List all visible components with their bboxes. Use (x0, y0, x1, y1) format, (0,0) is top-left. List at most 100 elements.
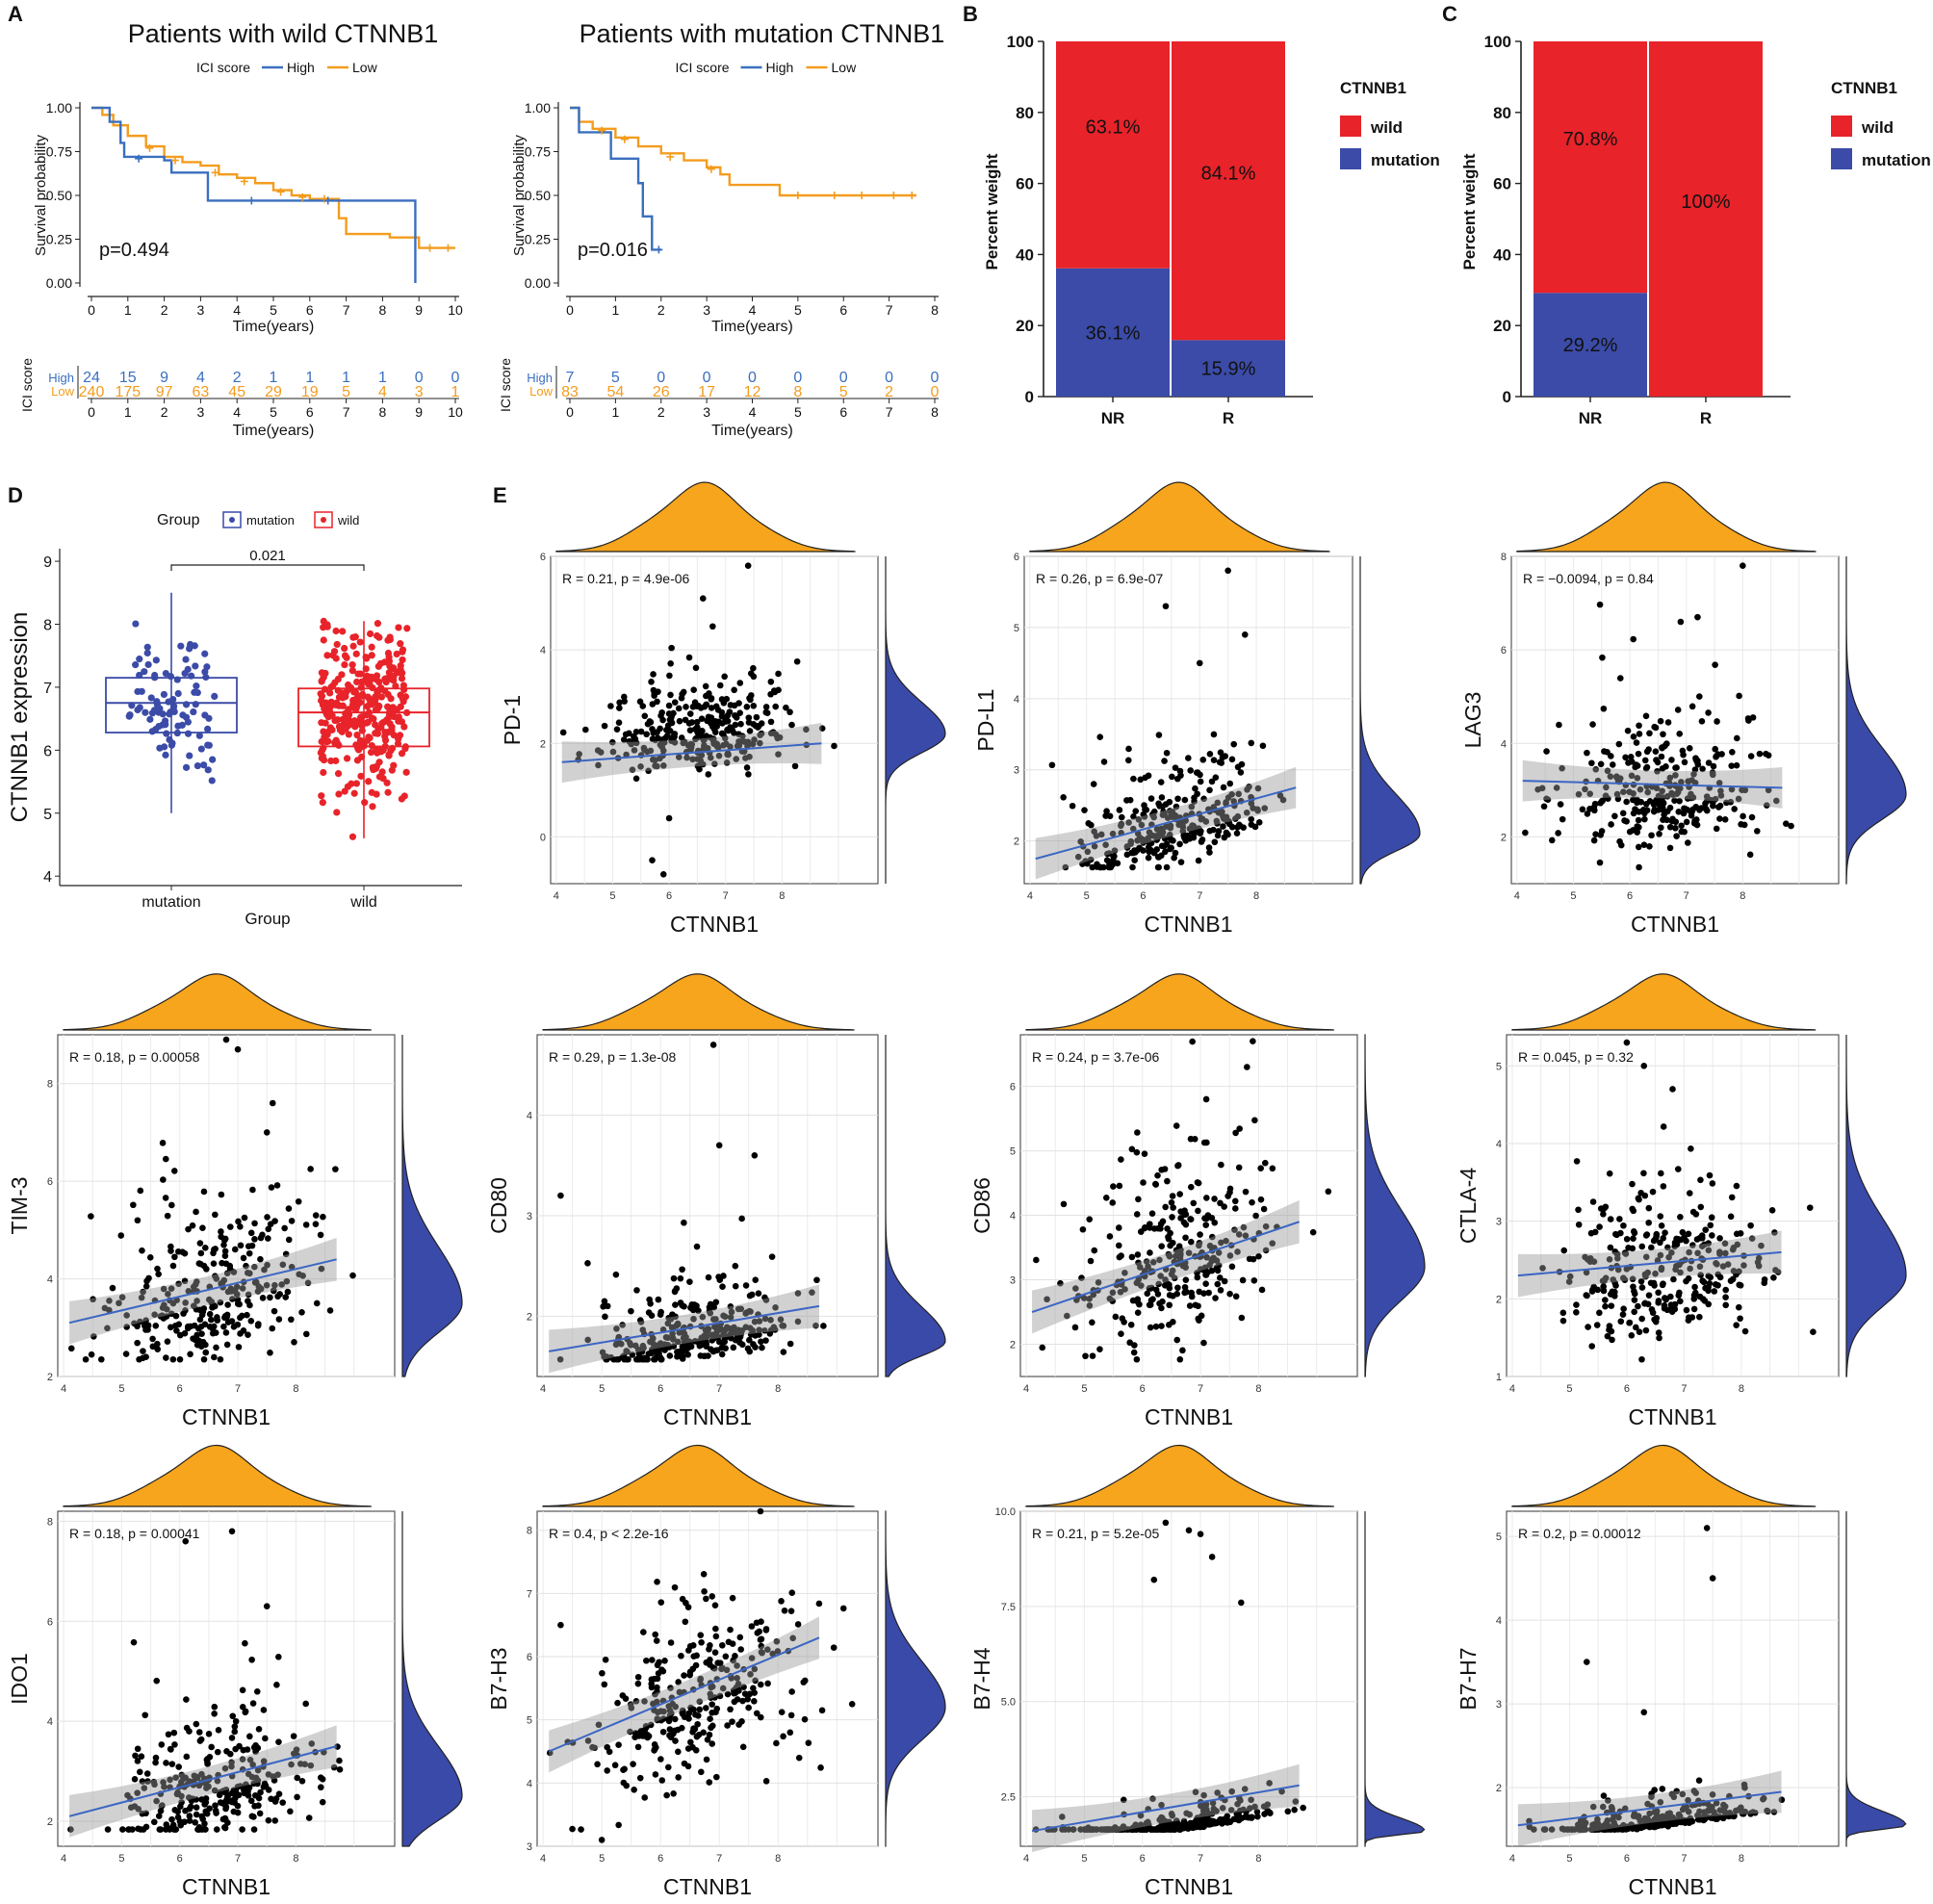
scatter-point (1170, 1204, 1176, 1211)
scatter-point (1688, 811, 1695, 819)
scatter-point (746, 1690, 754, 1698)
scatter-point (1553, 785, 1560, 791)
scatter-point (1617, 1318, 1625, 1325)
bar-b-legend-wild-label: wild (1370, 118, 1403, 137)
scatter-point (1607, 1216, 1614, 1222)
scatter-point (1630, 733, 1637, 740)
scatter-point (174, 1814, 182, 1821)
scatter-y-tick-label: 5.0 (1001, 1697, 1016, 1709)
risk-x-label: Time(years) (233, 423, 315, 439)
scatter-point (1146, 848, 1152, 856)
box-point-wild (333, 699, 341, 707)
scatter-y-tick-label: 3 (527, 1211, 532, 1222)
scatter-point (168, 1815, 175, 1823)
scatter-point (1782, 820, 1790, 827)
scatter-point (1638, 1315, 1645, 1323)
scatter-point (239, 1312, 245, 1320)
scatter-point (793, 657, 801, 665)
box-point-wild (321, 685, 329, 693)
scatter-point (1649, 1188, 1657, 1196)
scatter-point (1147, 795, 1155, 802)
scatter-point (1606, 1256, 1613, 1263)
scatter-point (1129, 863, 1136, 871)
scatter-point (703, 1595, 709, 1603)
scatter-point (1695, 1777, 1703, 1784)
scatter-point (1232, 1205, 1239, 1212)
scatter-point (1226, 1290, 1233, 1298)
scatter-point (634, 1673, 642, 1681)
scatter-point (684, 1351, 691, 1358)
scatter-point (659, 1728, 667, 1736)
scatter-point (703, 1756, 710, 1763)
scatter-point (1187, 1216, 1194, 1222)
scatter-point (1097, 831, 1105, 838)
scatter-point (1179, 823, 1187, 831)
scatter-point (1690, 1292, 1698, 1299)
scatter-point (177, 1803, 184, 1811)
box-point-wild (342, 709, 349, 717)
scatter-point (667, 659, 674, 667)
scatter-point (1678, 779, 1685, 785)
scatter-point (1203, 1253, 1210, 1261)
scatter-point (1628, 1332, 1636, 1339)
scatter-point (720, 731, 727, 738)
scatter-point (1218, 759, 1225, 766)
scatter-point (1261, 805, 1269, 811)
scatter-point (645, 1309, 653, 1316)
risk-x-tick-label: 8 (379, 404, 387, 420)
scatter-point (168, 1243, 174, 1250)
scatter-point (1588, 759, 1595, 767)
scatter-point (1197, 1531, 1204, 1538)
scatter-point (598, 1837, 606, 1843)
scatter-point (140, 1354, 146, 1362)
risk-count-high: 0 (793, 370, 802, 386)
box-point-wild (399, 656, 406, 664)
scatter-right-density (1845, 1034, 1907, 1377)
scatter-point (1169, 1214, 1175, 1221)
km-legend-high-label: High (287, 60, 315, 75)
scatter-point (1147, 1249, 1153, 1256)
scatter-point (291, 1750, 297, 1758)
scatter-x-tick-label: 8 (293, 1383, 298, 1395)
km-x-tick-label: 6 (839, 302, 847, 318)
scatter-point (1081, 807, 1088, 813)
box-point-mutation (181, 669, 189, 678)
scatter-point (1087, 856, 1095, 863)
scatter-point (155, 1813, 163, 1819)
scatter-point (1625, 1244, 1632, 1251)
box-point-mutation (211, 692, 219, 701)
scatter-point (783, 704, 789, 711)
risk-x-tick-label: 1 (611, 404, 619, 420)
scatter-point (681, 1219, 687, 1226)
scatter-x-tick-label: 5 (599, 1383, 605, 1395)
scatter-point (239, 1826, 245, 1833)
scatter-point (109, 1284, 116, 1292)
scatter-point (1656, 1334, 1662, 1342)
scatter-point (632, 729, 640, 735)
panel-letter-b: B (963, 2, 978, 26)
scatter-point (1640, 1170, 1647, 1177)
scatter-point (1713, 825, 1720, 833)
box-point-wild (374, 620, 382, 628)
box-point-wild (399, 682, 407, 689)
scatter-point (1703, 793, 1711, 800)
scatter-point (269, 1099, 276, 1107)
box-point-mutation (141, 668, 148, 676)
scatter-point (1131, 857, 1138, 864)
scatter-point (709, 623, 716, 630)
scatter-point (757, 1636, 764, 1643)
scatter-point (1730, 1244, 1738, 1251)
scatter-point (165, 1290, 171, 1298)
box-point-wild (343, 755, 351, 762)
box-point-mutation (143, 649, 151, 657)
scatter-point (1158, 1243, 1166, 1250)
scatter-point (1660, 731, 1666, 738)
scatter-point (1642, 1326, 1650, 1334)
scatter-point (729, 1594, 736, 1602)
scatter-y-tick-label: 6 (1014, 552, 1019, 563)
scatter-point (556, 1355, 564, 1363)
scatter-fit-line (1035, 786, 1297, 861)
bar-b-bar-wild (1172, 41, 1285, 341)
scatter-point (1262, 1247, 1270, 1254)
scatter-point (222, 1329, 230, 1336)
